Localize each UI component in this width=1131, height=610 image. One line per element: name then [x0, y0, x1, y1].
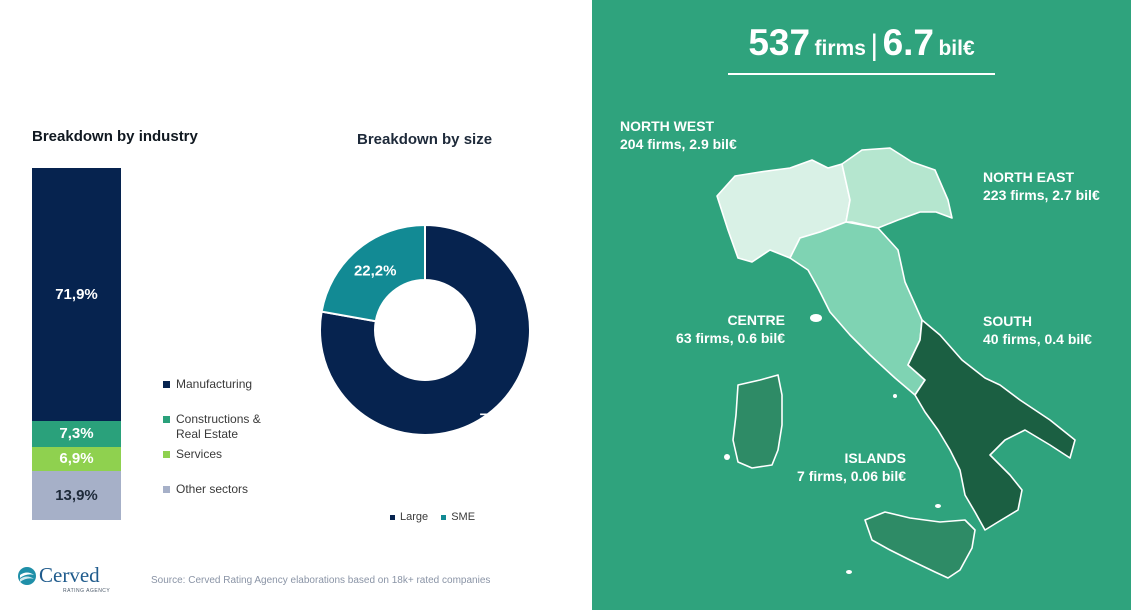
map-region-sardinia — [732, 374, 783, 469]
legend-label-other-sectors: Other sectors — [176, 482, 249, 496]
legend-label-manufacturing: Manufacturing — [176, 377, 253, 391]
region-detail-centre: 63 firms, 0.6 bil€ — [676, 330, 785, 346]
size-legend: Large SME — [390, 511, 475, 523]
size-donut-chart: 77,8% 22,2% — [319, 223, 531, 436]
bar-segment-constructions: 7,3% — [32, 421, 121, 447]
legend-swatch-services — [163, 451, 170, 458]
region-label-centre: CENTRE 63 firms, 0.6 bil€ — [663, 311, 785, 347]
donut-slice-large — [319, 223, 531, 436]
headline-separator: | — [870, 29, 879, 62]
bar-label-other-sectors: 13,9% — [55, 487, 98, 505]
map-region-centre — [789, 221, 926, 396]
headline-total: 537 firms | 6.7 bil€ — [728, 22, 995, 64]
bar-label-constructions: 7,3% — [59, 425, 94, 443]
bar-segment-other-sectors: 13,9% — [32, 471, 121, 520]
legend-swatch-sme — [441, 514, 447, 520]
donut-slice-sme — [320, 223, 426, 323]
logo-subtitle: RATING AGENCY — [63, 588, 111, 594]
region-label-north-east: NORTH EAST 223 firms, 2.7 bil€ — [983, 168, 1100, 204]
region-name-south: SOUTH — [983, 313, 1032, 329]
industry-chart-title: Breakdown by industry — [32, 128, 198, 145]
legend-item-manufacturing: Manufacturing — [163, 377, 283, 392]
legend-label-sme: SME — [451, 511, 476, 524]
legend-item-constructions: Constructions & Real Estate — [163, 412, 283, 442]
left-panel: Breakdown by industry 71,9% 7,3% 6,9% 13… — [17, 128, 531, 594]
donut-label-large: 77,8% — [480, 411, 523, 428]
region-name-islands: ISLANDS — [844, 450, 906, 466]
bar-segment-services: 6,9% — [32, 446, 121, 472]
legend-swatch-large — [390, 514, 395, 520]
region-label-islands: ISLANDS 7 firms, 0.06 bil€ — [778, 449, 906, 485]
legend-label-services: Services — [176, 447, 223, 461]
map-island-dot — [846, 570, 852, 574]
legend-swatch-other-sectors — [163, 486, 170, 493]
headline-amount: 6.7 — [882, 22, 935, 63]
headline-firms-count: 537 — [748, 22, 811, 63]
headline-firms-unit: firms — [814, 37, 866, 60]
region-detail-south: 40 firms, 0.4 bil€ — [983, 331, 1092, 347]
cerved-logo-mark-icon — [18, 567, 36, 585]
region-name-centre: CENTRE — [727, 312, 785, 328]
headline-amount-unit: bil€ — [938, 37, 975, 60]
legend-label-constructions: Constructions & Real Estate — [176, 412, 261, 441]
map-island-dot — [810, 314, 822, 322]
map-region-north-east — [841, 147, 953, 229]
bar-segment-manufacturing: 71,9% — [32, 168, 121, 422]
region-name-north-west: NORTH WEST — [620, 118, 715, 134]
legend-swatch-manufacturing — [163, 381, 170, 388]
legend-item-services: Services — [163, 447, 283, 462]
donut-label-sme: 22,2% — [354, 263, 397, 280]
headline-underline — [728, 73, 995, 75]
map-region-sicily — [864, 511, 976, 579]
map-island-dot — [724, 454, 730, 460]
region-label-north-west: NORTH WEST 204 firms, 2.9 bil€ — [620, 117, 737, 153]
source-note: Source: Cerved Rating Agency elaboration… — [151, 575, 491, 586]
bar-label-manufacturing: 71,9% — [55, 286, 98, 304]
map-island-dot — [935, 504, 941, 508]
region-label-south: SOUTH 40 firms, 0.4 bil€ — [983, 312, 1092, 348]
region-name-north-east: NORTH EAST — [983, 169, 1074, 185]
size-chart-title: Breakdown by size — [357, 131, 493, 148]
map-island-dot — [893, 394, 897, 398]
legend-label-large: Large — [400, 511, 429, 524]
region-detail-north-west: 204 firms, 2.9 bil€ — [620, 136, 737, 152]
legend-item-other-sectors: Other sectors — [163, 482, 283, 497]
region-detail-north-east: 223 firms, 2.7 bil€ — [983, 187, 1100, 203]
region-detail-islands: 7 firms, 0.06 bil€ — [797, 468, 906, 484]
cerved-logo: Cerved RATING AGENCY — [17, 563, 110, 594]
map-region-south — [907, 319, 1076, 531]
legend-swatch-constructions — [163, 416, 170, 423]
bar-label-services: 6,9% — [59, 450, 94, 468]
logo-name: Cerved — [39, 563, 100, 587]
